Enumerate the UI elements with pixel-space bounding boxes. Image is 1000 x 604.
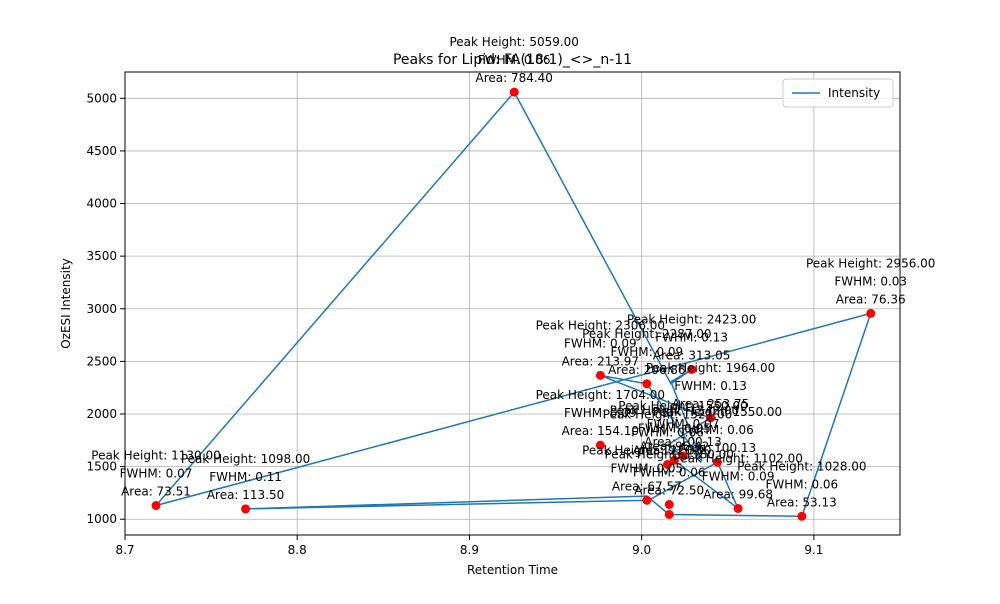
peak-annotation-line: FWHM: 0.09 bbox=[610, 345, 683, 359]
peak-marker bbox=[706, 413, 716, 423]
peak-annotation-line: Area: 73.51 bbox=[121, 485, 191, 499]
peak-annotation-line: Area: 206.86 bbox=[608, 363, 685, 377]
y-tick-label: 4000 bbox=[86, 197, 117, 211]
peak-marker bbox=[664, 499, 674, 509]
peak-annotation-line: Area: 100.13 bbox=[679, 441, 756, 455]
peak-annotation-line: FWHM: 0.06 bbox=[765, 477, 838, 491]
peak-annotation-line: Peak Height: 1130.00 bbox=[91, 449, 220, 463]
series-lines bbox=[155, 90, 872, 518]
axes-frame bbox=[124, 71, 901, 536]
peak-marker bbox=[595, 370, 605, 380]
y-tick-label: 3500 bbox=[86, 249, 117, 263]
peak-annotation-line: Peak Height: 1102.00 bbox=[673, 451, 802, 465]
peak-annotation-line: FWHM: 0.11 bbox=[209, 470, 282, 484]
peak-annotation-line: Peak Height: 2423.00 bbox=[627, 312, 756, 326]
peak-annotations: Peak Height: 5059.00 FWHM: 0.06 Area: 784.… bbox=[91, 35, 935, 509]
legend-box bbox=[782, 78, 894, 108]
peak-annotation-line: FWHM: 0.07 bbox=[647, 417, 720, 431]
x-tick-label: 8.9 bbox=[460, 543, 479, 557]
peak-marker bbox=[678, 451, 688, 461]
peak-annotation-line: FWHM: 0.09 bbox=[702, 469, 775, 483]
peak-annotation-line: FWHM: 0.09 bbox=[564, 406, 637, 420]
peak-annotation-line: FWHM: 0.13 bbox=[674, 379, 747, 393]
peak-annotation-line: Area: 53.13 bbox=[767, 495, 837, 509]
y-axis-label: OzESI Intensity bbox=[59, 258, 73, 349]
peak-marker bbox=[664, 509, 674, 519]
peak-annotation-line: Area: 99.68 bbox=[703, 487, 773, 501]
x-tick-label: 9.0 bbox=[632, 543, 651, 557]
series-line-intensity bbox=[155, 90, 872, 518]
y-tick-label: 3000 bbox=[86, 302, 117, 316]
peak-annotation-line: Peak Height: 1542.00 bbox=[610, 403, 739, 417]
peak-marker bbox=[642, 379, 652, 389]
peak-markers bbox=[151, 87, 876, 521]
peak-annotation-line: Peak Height: 2306.00 bbox=[536, 318, 665, 332]
peak-annotation-line: Area: 113.50 bbox=[207, 488, 284, 502]
peak-annotation-line: Area: 213.97 bbox=[562, 354, 639, 368]
peak-marker bbox=[663, 459, 672, 469]
peak-annotation-line: Peak Height: 1220.00 bbox=[582, 443, 711, 457]
peak-annotation-line: Area: 76.36 bbox=[836, 292, 906, 306]
peak-annotation-line: Peak Height: 5059.00 bbox=[449, 35, 578, 49]
legend: Intensity bbox=[782, 78, 894, 108]
peak-annotation-line: Peak Height: 1180.00 bbox=[604, 447, 733, 461]
peak-annotation-line: FWHM: 0.13 bbox=[655, 330, 728, 344]
peak-annotation-line: Area: 72.50 bbox=[634, 483, 704, 497]
peak-annotation-line: Area: 313.05 bbox=[653, 348, 730, 362]
peak-annotation-line: FWHM: 0.06 bbox=[478, 53, 551, 67]
y-tick-label: 2000 bbox=[86, 407, 117, 421]
peak-annotation-line: FWHM: 0.05 bbox=[610, 461, 683, 475]
peak-marker bbox=[866, 308, 876, 318]
peak-marker bbox=[509, 87, 519, 97]
peak-annotation-line: FWHM: 0.06 bbox=[633, 465, 706, 479]
x-tick-label: 9.1 bbox=[804, 543, 823, 557]
peak-annotation-line: FWHM: 0.06 bbox=[681, 423, 754, 437]
peak-annotation-line: FWHM: 0.06 bbox=[631, 425, 704, 439]
peak-annotation-line: Peak Height: 1704.00 bbox=[536, 388, 665, 402]
peak-annotation-line: Peak Height: 1964.00 bbox=[646, 361, 775, 375]
y-tick-label: 4500 bbox=[86, 144, 117, 158]
peak-marker bbox=[241, 504, 251, 514]
x-axis-label: Retention Time bbox=[467, 563, 558, 577]
peak-annotation-line: Peak Height: 1550.00 bbox=[618, 399, 747, 413]
peak-annotation-line: Area: 784.40 bbox=[475, 71, 552, 85]
x-tick-label: 8.8 bbox=[288, 543, 307, 557]
peak-annotation-line: FWHM: 0.03 bbox=[834, 274, 907, 288]
peak-annotation-line: FWHM: 0.05 bbox=[638, 421, 711, 435]
peak-marker bbox=[151, 501, 161, 511]
y-tick-label: 2500 bbox=[86, 354, 117, 368]
chart-title: Peaks for Lipid: FA(18:1)_<>_n-11 bbox=[393, 52, 632, 68]
legend-label: Intensity bbox=[828, 86, 880, 100]
x-tick-label: 8.7 bbox=[115, 543, 134, 557]
peak-marker bbox=[595, 440, 605, 450]
peak-marker bbox=[669, 455, 679, 465]
peak-annotation-line: Peak Height: 1550.00 bbox=[653, 405, 782, 419]
axis-ticks: 8.7 8.8 8.9 9.0 9.1 1000 1500 2000 2500 3000 3500 4… bbox=[86, 91, 823, 557]
peak-annotation-line: Peak Height: 1521.00 bbox=[603, 407, 732, 421]
grid bbox=[124, 72, 900, 535]
peak-marker bbox=[687, 364, 697, 374]
peak-marker bbox=[733, 503, 743, 513]
y-tick-label: 1000 bbox=[86, 512, 117, 526]
peak-annotation-line: Area: 95.42 bbox=[639, 439, 709, 453]
peak-annotation-line: Area: 67.57 bbox=[612, 479, 682, 493]
y-tick-label: 1500 bbox=[86, 460, 117, 474]
peak-annotation-line: Peak Height: 2956.00 bbox=[806, 256, 935, 270]
peak-marker bbox=[642, 495, 652, 505]
peak-annotation-line: Area: 154.10 bbox=[562, 424, 639, 438]
peak-annotation-line: FWHM: 0.07 bbox=[120, 467, 193, 481]
peak-annotation-line: Area: 91.33 bbox=[633, 443, 703, 457]
peak-marker bbox=[712, 457, 722, 467]
peak-annotation-line: Peak Height: 1028.00 bbox=[737, 459, 866, 473]
peak-annotation-line: FWHM: 0.09 bbox=[564, 336, 637, 350]
peak-annotation-line: Peak Height: 2287.00 bbox=[582, 327, 711, 341]
peak-annotation-line: Area: 253.75 bbox=[672, 397, 749, 411]
peak-annotation-line: Area: 100.13 bbox=[644, 435, 721, 449]
peak-marker bbox=[797, 511, 807, 521]
peak-annotation-line: Peak Height: 1098.00 bbox=[181, 452, 310, 466]
y-tick-label: 5000 bbox=[86, 91, 117, 105]
